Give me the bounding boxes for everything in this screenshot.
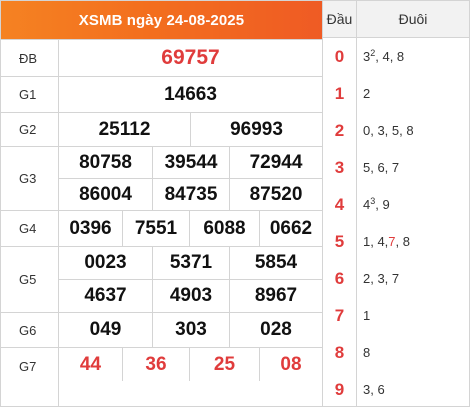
prize-label-g6: G6 [1,313,59,347]
row-g3: G3 80758 39544 72944 86004 84735 87520 [1,146,322,210]
loto-dau: 1 [323,75,357,112]
prize-label-g3: G3 [1,147,59,210]
loto-header-dau: Đầu [323,1,357,37]
loto-dau: 0 [323,38,357,75]
loto-header-duoi: Đuôi [398,11,428,27]
loto-dau: 6 [323,260,357,297]
g5-number: 5371 [169,252,213,273]
g5-number: 8967 [254,285,298,306]
g5-number: 0023 [84,252,127,273]
g7-number: 44 [79,353,102,375]
loto-duoi: 1 [363,308,371,323]
g6-number: 028 [260,319,292,340]
results-table: XSMB ngày 24-08-2025 ĐB 69757 G1 14663 G… [0,0,323,407]
g7-number: 08 [280,353,302,375]
prize-label-db: ĐB [1,40,59,76]
row-g7: G7 44 36 25 08 [1,347,322,406]
row-g2: G2 25112 96993 [1,112,322,146]
g5-number: 4903 [169,285,213,306]
loto-row: 5 1, 4, 7, 8 [323,223,469,260]
g7-number: 36 [145,353,167,375]
loto-row: 3 5, 6, 7 [323,149,469,186]
loto-row: 6 2, 3, 7 [323,260,469,297]
g3-number: 39544 [164,151,218,173]
loto-duoi: 0, 3, 5, 8 [363,123,414,138]
loto-duoi: 5, 6, 7 [363,160,400,175]
g5-number: 4637 [84,285,127,306]
g3-number: 84735 [164,183,218,205]
loto-duoi: 2 [363,86,371,101]
g7-number: 25 [213,353,236,375]
g4-number: 7551 [134,217,178,239]
prize-label-g5: G5 [1,247,59,312]
results-header: XSMB ngày 24-08-2025 [1,1,322,39]
loto-dau: 7 [323,297,357,334]
loto-dau: 9 [323,371,357,407]
prize-label-g7: G7 [1,348,59,406]
row-g4: G4 0396 7551 6088 0662 [1,210,322,246]
loto-duoi: 2, 3, 7 [363,271,400,286]
g3-number: 80758 [79,151,132,173]
loto-dau: 5 [323,223,357,260]
g6-number: 049 [89,319,122,340]
row-g6: G6 049 303 028 [1,312,322,347]
loto-duoi: 8 [363,345,371,360]
loto-duoi: 1, 4, 7, 8 [363,234,410,249]
prize-label-g1: G1 [1,77,59,112]
row-g1: G1 14663 [1,76,322,112]
g4-number: 0662 [269,217,313,239]
loto-dau: 8 [323,334,357,371]
g5-number: 5854 [254,252,298,273]
prize-label-g2: G2 [1,113,59,146]
g4-number: 6088 [203,217,246,239]
g3-number: 87520 [249,183,303,205]
row-special-prize: ĐB 69757 [1,39,322,76]
loto-row: 2 0, 3, 5, 8 [323,112,469,149]
g6-number: 303 [175,319,207,340]
loto-dau: 2 [323,112,357,149]
special-prize-number: 69757 [161,46,220,69]
g3-number: 72944 [249,151,303,173]
results-title[interactable]: XSMB ngày 24-08-2025 [78,11,245,29]
g2-number: 96993 [230,118,283,140]
prize-label-g4: G4 [1,211,59,246]
g2-number: 25112 [98,118,151,140]
loto-duoi: 3, 6 [363,382,385,397]
row-g5: G5 0023 5371 5854 4637 4903 8967 [1,246,322,312]
g3-number: 86004 [79,183,132,205]
loto-header: Đầu Đuôi [323,1,469,38]
g1-number: 14663 [164,83,217,105]
loto-dau: 4 [323,186,357,223]
loto-dau: 3 [323,149,357,186]
loto-row: 9 3, 6 [323,371,469,407]
g4-number: 0396 [69,217,112,239]
